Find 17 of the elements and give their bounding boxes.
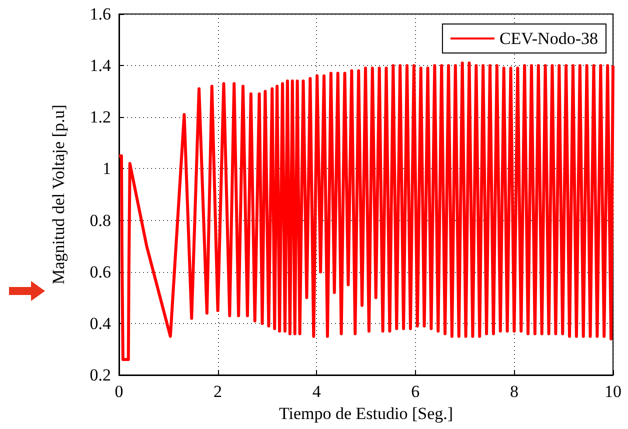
x-axis-title: Tiempo de Estudio [Seg.] [278, 404, 454, 423]
y-tick-label: 0.8 [90, 210, 111, 230]
y-tick-label: 1 [102, 159, 111, 178]
x-tick-label: 2 [214, 382, 222, 401]
x-tick-label: 0 [114, 382, 124, 401]
y-axis-title: Magnitud del Voltaje [p.u] [49, 104, 68, 284]
x-tick-label: 4 [312, 382, 322, 401]
y-tick-label: 0.6 [90, 262, 111, 282]
x-tick-label: 10 [604, 382, 622, 401]
x-tick-label: 6 [411, 382, 420, 401]
y-tick-label: 1.6 [90, 4, 111, 24]
y-tick-label: 0.4 [90, 314, 112, 333]
x-tick-label: 8 [510, 382, 518, 401]
y-tick-label: 0.2 [90, 366, 111, 384]
y-tick-label: 1.2 [90, 108, 111, 127]
legend-label: CEV-Nodo-38 [499, 29, 598, 48]
y-tick-label: 1.4 [90, 56, 112, 76]
